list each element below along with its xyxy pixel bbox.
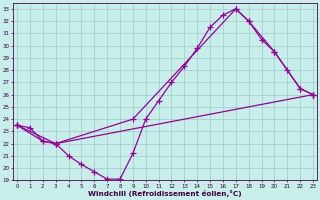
X-axis label: Windchill (Refroidissement éolien,°C): Windchill (Refroidissement éolien,°C) xyxy=(88,190,242,197)
